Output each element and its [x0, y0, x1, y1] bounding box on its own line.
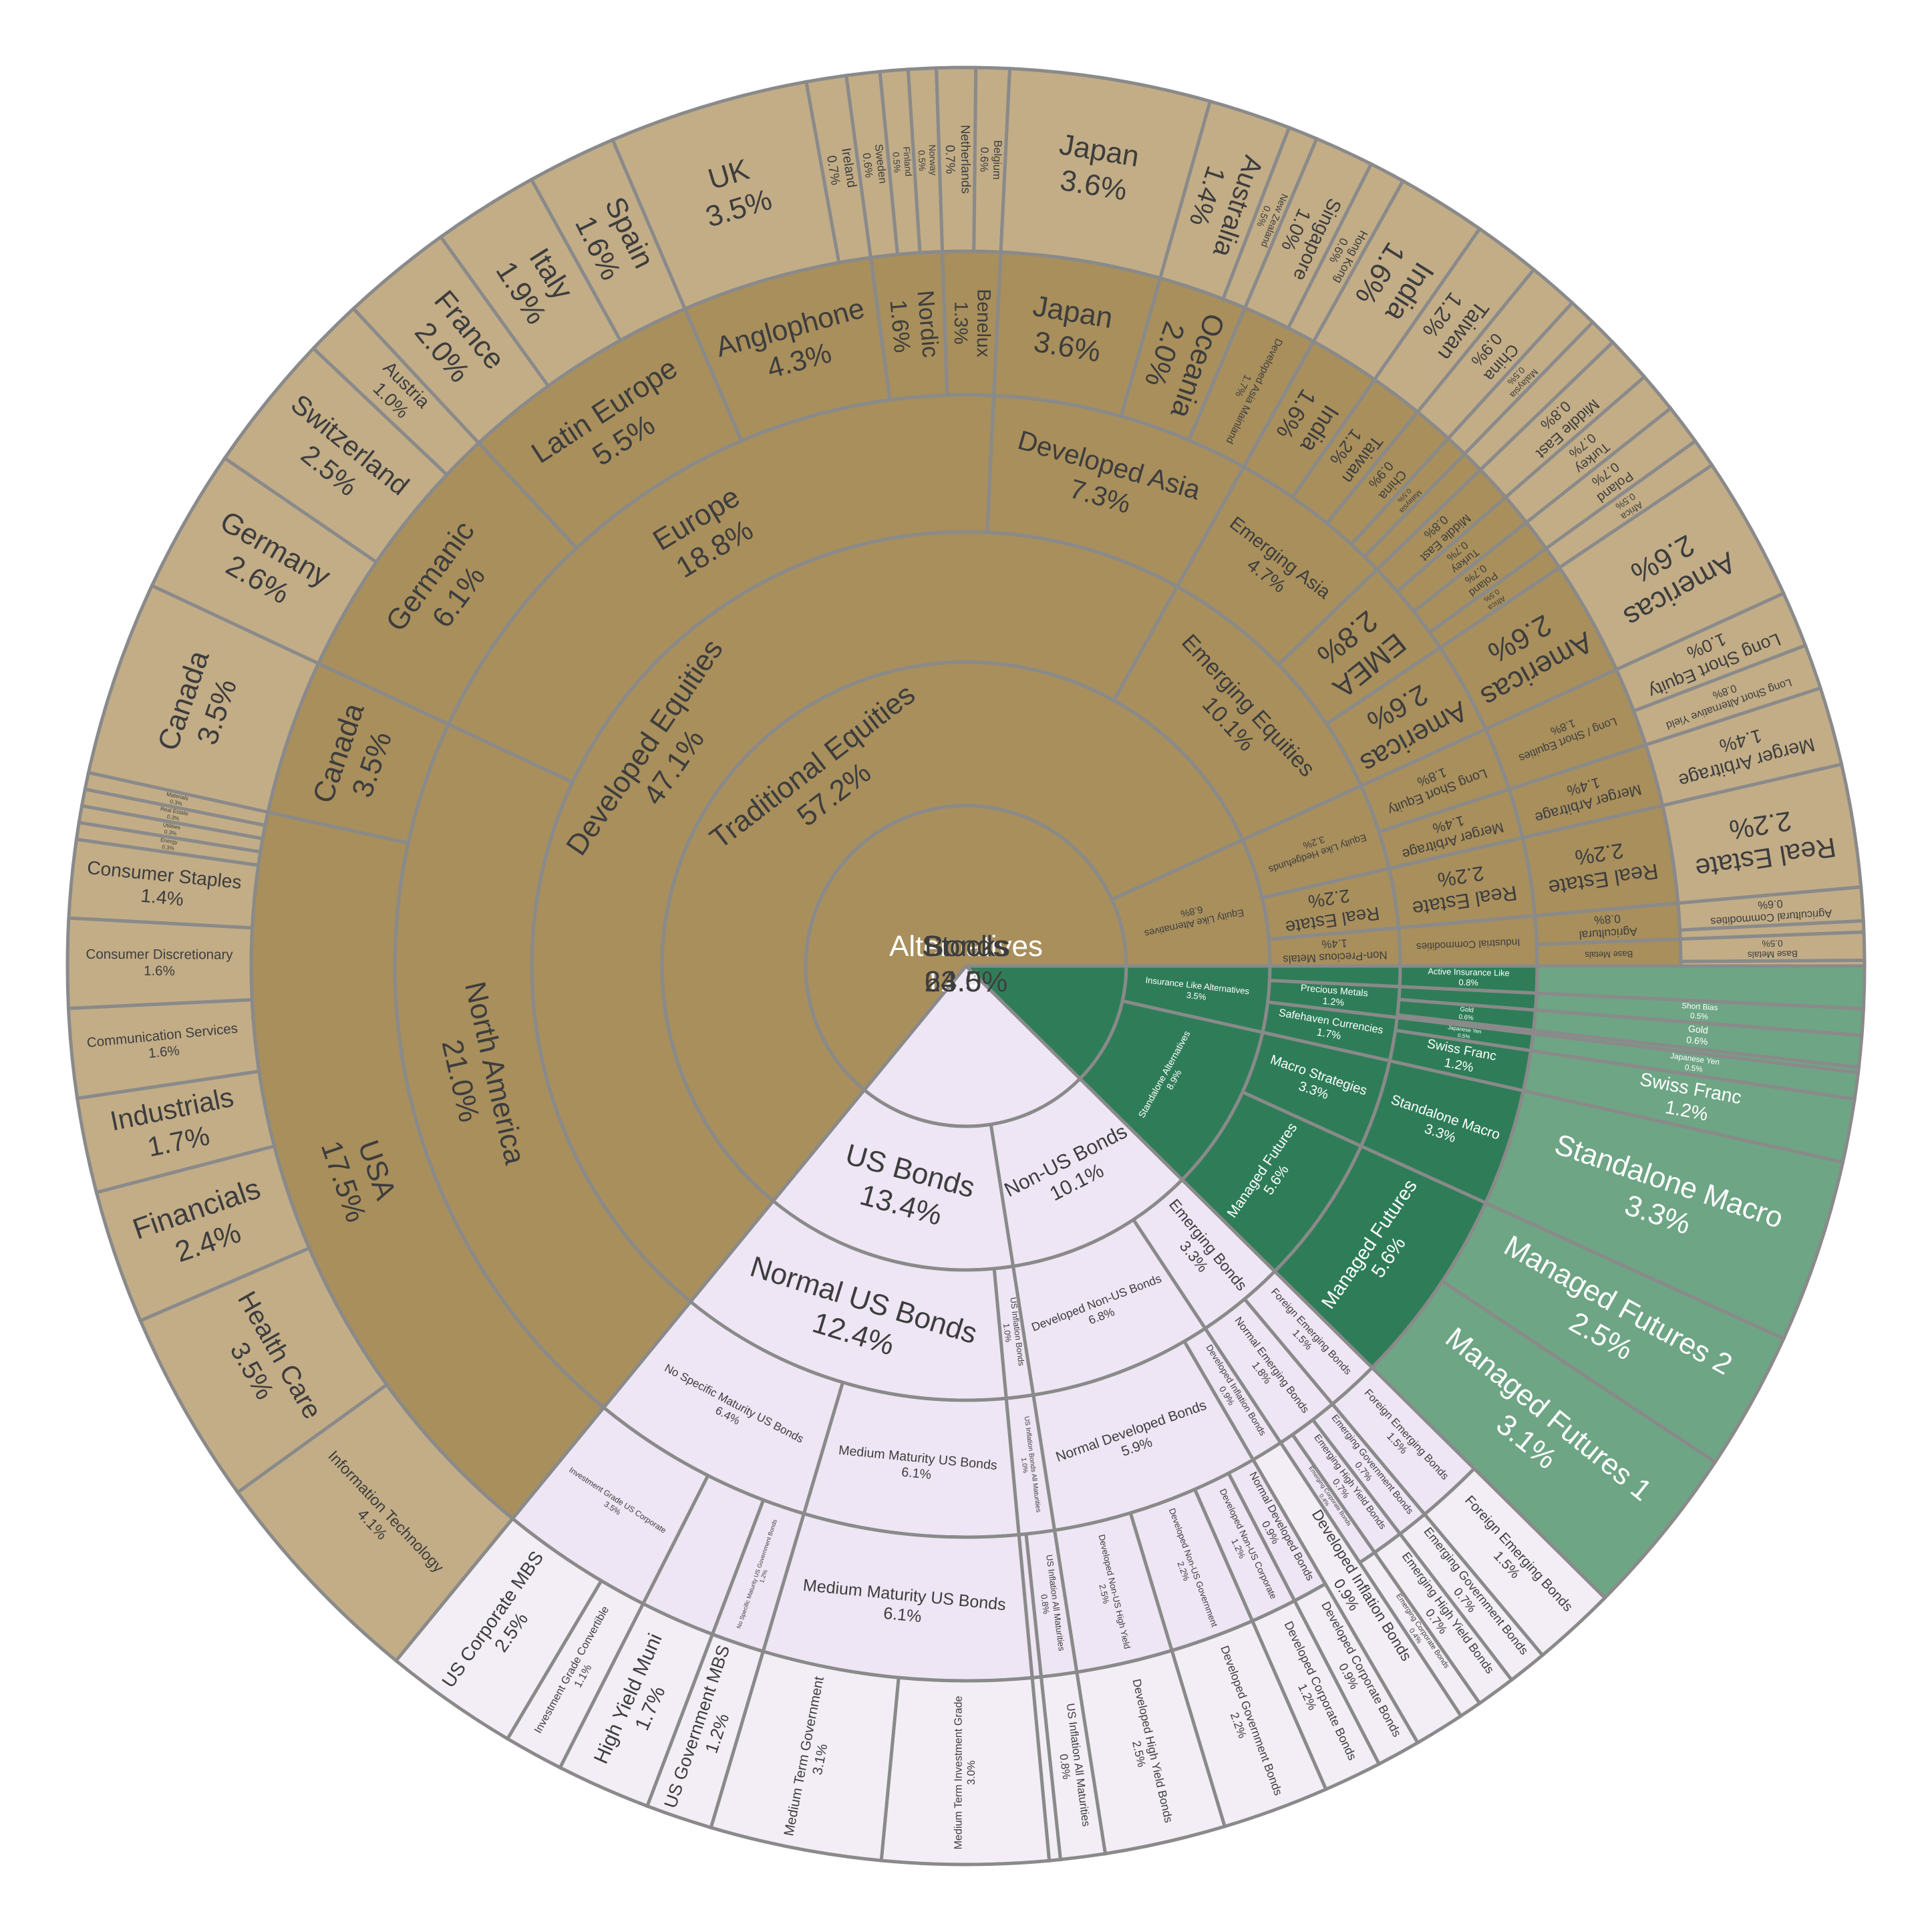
- segment-name-text: Base Metals: [1748, 949, 1798, 960]
- segment-value-text: 1.2%: [1322, 996, 1345, 1009]
- segment-value-text: 1.0%: [1019, 1457, 1029, 1473]
- segment-value-text: 3.0%: [965, 1760, 977, 1785]
- segment-value-text: 64.0%: [925, 965, 1008, 998]
- segment-label-industrial-commodities: Industrial Commodities: [1416, 936, 1520, 952]
- segment-value-text: 0.5%: [1684, 1063, 1704, 1074]
- segment-name-text: Industrial Commodities: [1416, 936, 1520, 952]
- segment-value-text: 0.8%: [1057, 1753, 1073, 1780]
- segment-value-text: 0.6%: [977, 147, 990, 172]
- segment-value-text: 0.5%: [1762, 938, 1782, 949]
- segment-name-text: Stocks: [922, 930, 1010, 963]
- segment-name-text: Nordic: [912, 289, 943, 359]
- segment-name-text: Medium Term Investment Grade: [953, 1696, 965, 1849]
- segment-value-text: 0.6%: [1458, 1013, 1474, 1022]
- segment-name-text: Gold: [1687, 1023, 1708, 1035]
- segment-value-text: 1.0%: [1001, 1323, 1013, 1343]
- segment-name-text: Energy: [160, 837, 179, 846]
- segment-value-text: 0.3%: [169, 798, 182, 807]
- segment-name-text: Bonds: [925, 930, 1008, 963]
- segment-value-text: 0.5%: [917, 150, 927, 171]
- segment-name-text: Consumer Discretionary: [86, 947, 233, 963]
- segment-value-text: 0.8%: [1039, 1593, 1052, 1615]
- segment-name-text: Belgium: [991, 140, 1004, 180]
- segment-value-text: 0.6%: [860, 152, 875, 178]
- segment-value-text: 0.7%: [943, 145, 957, 174]
- segment-value-text: 0.3%: [166, 814, 180, 822]
- segment-oil[interactable]: [1679, 959, 1867, 968]
- segment-label-base-metals: Base Metals: [1585, 949, 1633, 960]
- segment-value-text: 0.6%: [1686, 1034, 1709, 1047]
- segment-name-text: Short Bias: [1681, 1001, 1718, 1012]
- segment-value-text: 0.3%: [164, 828, 177, 836]
- segment-label-medium-term-investment-grade: Medium Term Investment Grade 3.0%: [953, 1696, 977, 1849]
- segment-name-text: Finland: [901, 146, 914, 177]
- segment-value-text: 6.1%: [901, 1465, 932, 1482]
- segment-value-text: 1.4%: [140, 884, 184, 910]
- segment-value-text: 1.6%: [144, 963, 175, 979]
- segment-value-text: 6.1%: [882, 1604, 923, 1626]
- segment-value-text: 0.8%: [1594, 912, 1621, 927]
- segment-value-text: 12.4%: [925, 965, 1008, 998]
- segment-value-text: 0.8%: [1458, 977, 1478, 988]
- segment-value-text: 1.6%: [885, 299, 915, 353]
- segment-value-text: 6.8%: [1180, 903, 1204, 919]
- segment-value-text: 1.3%: [950, 301, 972, 345]
- segment-value-text: 2.5%: [1097, 1583, 1111, 1605]
- segment-value-text: 0.3%: [162, 844, 175, 852]
- segment-value-text: 0.5%: [891, 152, 902, 173]
- segment-name-text: Active Insurance Like: [1428, 966, 1510, 978]
- segment-value-text: 1.4%: [1321, 937, 1347, 951]
- segment-name-text: Benelux: [973, 289, 995, 357]
- segment-name-text: Netherlands: [958, 125, 973, 194]
- segment-value-text: 1.7%: [1316, 1027, 1342, 1042]
- segment-value-text: 3.5%: [1186, 990, 1207, 1002]
- segment-name-text: Utilities: [162, 822, 181, 830]
- segment-value-text: 23.5%: [925, 965, 1008, 998]
- segment-value-text: 0.5%: [1690, 1011, 1709, 1021]
- segment-name-text: Alternatives: [889, 930, 1043, 963]
- segment-name-text: Base Metals: [1585, 949, 1633, 960]
- segment-value-text: 1.6%: [148, 1043, 180, 1061]
- segment-value-text: 0.6%: [1758, 897, 1784, 911]
- segment-name-text: Norway: [927, 144, 939, 176]
- segment-value-text: 0.5%: [1457, 1032, 1470, 1039]
- segment-name-text: Gold: [1460, 1005, 1474, 1014]
- segment-layer: [65, 65, 1867, 1867]
